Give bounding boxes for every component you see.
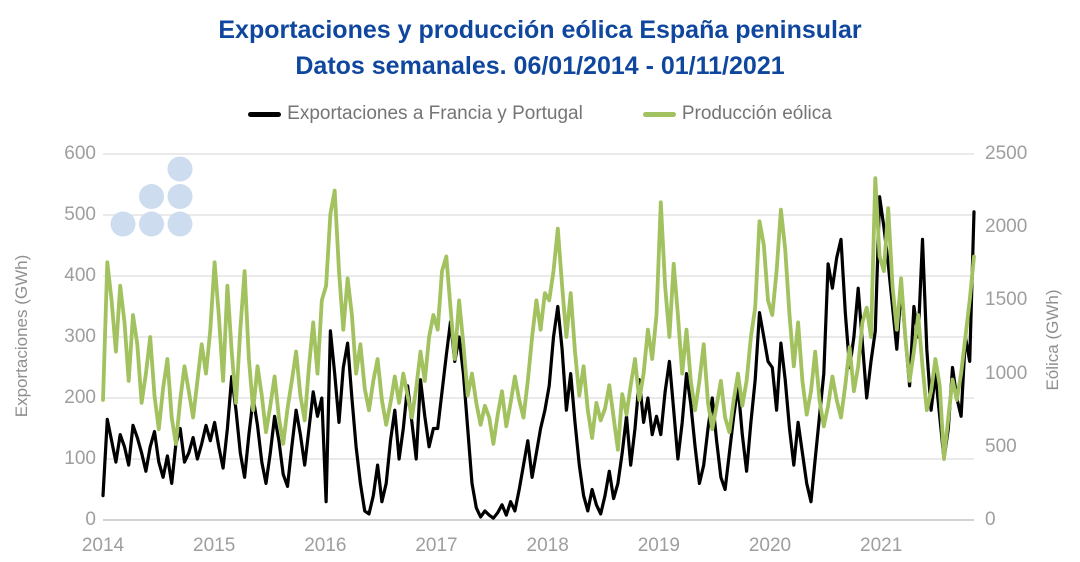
legend: Exportaciones a Francia y Portugal Produ… xyxy=(0,103,1080,125)
right-axis-tick-0: 0 xyxy=(985,509,996,530)
left-axis-tick-200: 200 xyxy=(64,387,96,408)
left-axis-tick-400: 400 xyxy=(64,265,96,286)
right-axis-tick-500: 500 xyxy=(985,435,1017,457)
x-axis-tick-2016: 2016 xyxy=(304,535,347,556)
watermark-dot-6 xyxy=(167,156,193,182)
right-axis-tick-2000: 2000 xyxy=(985,216,1028,238)
producci-n-e-lica-line xyxy=(101,176,976,461)
x-axis-tick-2021: 2021 xyxy=(860,535,903,556)
legend-item-produccion-eolica[interactable]: Producción eólica xyxy=(642,103,832,125)
left-axis-tick-0: 0 xyxy=(85,509,96,530)
right-axis-tick-1500: 1500 xyxy=(985,289,1028,311)
watermark-dot-5 xyxy=(167,184,193,209)
exportaciones-a-francia-y-portugal-line xyxy=(101,195,976,520)
right-axis-tick-2500: 2500 xyxy=(985,143,1028,164)
chart-title-line-2: Datos semanales. 06/01/2014 - 01/11/2021 xyxy=(295,52,785,80)
left-axis-tick-600: 600 xyxy=(64,143,96,164)
x-axis-tick-2017: 2017 xyxy=(415,535,458,556)
x-axis-tick-2020: 2020 xyxy=(748,535,792,556)
left-axis-tick-500: 500 xyxy=(64,204,96,225)
x-axis-tick-2015: 2015 xyxy=(193,535,236,556)
left-axis-tick-300: 300 xyxy=(64,326,96,347)
x-axis-tick-2019: 2019 xyxy=(637,535,680,556)
left-axis-tick-100: 100 xyxy=(64,448,96,469)
x-axis-tick-2014: 2014 xyxy=(81,535,125,556)
watermark-dot-2 xyxy=(139,211,164,237)
legend-label-produccion-eolica: Producción eólica xyxy=(681,103,832,124)
produccion-eolica-line-swatch xyxy=(642,111,676,117)
watermark-dot-1 xyxy=(110,211,136,237)
watermark-dot-4 xyxy=(139,184,164,209)
legend-label-exportaciones: Exportaciones a Francia y Portugal xyxy=(287,103,583,124)
x-axis-tick-2018: 2018 xyxy=(526,535,569,556)
exportaciones-line-swatch xyxy=(248,111,282,117)
watermark-dot-3 xyxy=(167,211,193,237)
right-axis-tick-1000: 1000 xyxy=(985,362,1028,384)
legend-item-exportaciones[interactable]: Exportaciones a Francia y Portugal xyxy=(248,103,583,125)
chart-title-line-1: Exportaciones y producción eólica España… xyxy=(218,16,862,44)
